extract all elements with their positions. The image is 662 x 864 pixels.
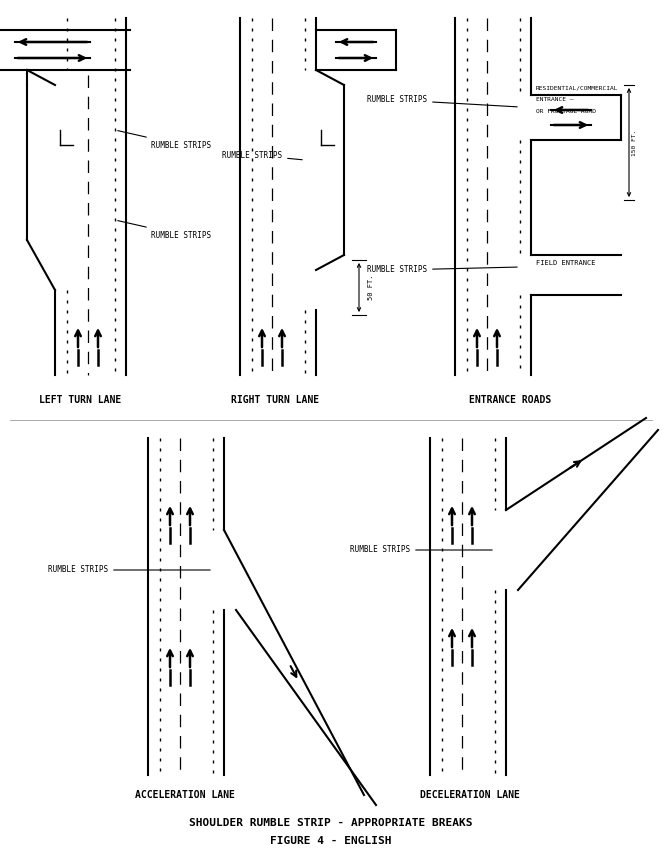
Text: RUMBLE STRIPS: RUMBLE STRIPS [118,220,211,239]
Text: RUMBLE STRIPS: RUMBLE STRIPS [118,130,211,149]
Text: FIELD ENTRANCE: FIELD ENTRANCE [536,260,596,266]
Text: 50 FT.: 50 FT. [368,275,374,301]
Text: ACCELERATION LANE: ACCELERATION LANE [135,790,235,800]
Text: OR FRONTAGE ROAD: OR FRONTAGE ROAD [536,109,596,114]
Text: ENTRANCE —: ENTRANCE — [536,97,573,102]
Text: RUMBLE STRIPS: RUMBLE STRIPS [350,545,493,555]
Text: FIGURE 4 - ENGLISH: FIGURE 4 - ENGLISH [270,836,392,846]
Text: RUMBLE STRIPS: RUMBLE STRIPS [48,566,211,575]
Text: RUMBLE STRIPS: RUMBLE STRIPS [367,96,517,107]
Text: 150 FT.: 150 FT. [632,130,637,156]
Text: RESIDENTIAL/COMMERCIAL: RESIDENTIAL/COMMERCIAL [536,85,618,90]
Text: RUMBLE STRIPS: RUMBLE STRIPS [367,265,517,275]
Text: ENTRANCE ROADS: ENTRANCE ROADS [469,395,551,405]
Text: SHOULDER RUMBLE STRIP - APPROPRIATE BREAKS: SHOULDER RUMBLE STRIP - APPROPRIATE BREA… [189,818,473,828]
Text: LEFT TURN LANE: LEFT TURN LANE [39,395,121,405]
Text: RUMBLE STRIPS: RUMBLE STRIPS [222,150,303,160]
Text: RIGHT TURN LANE: RIGHT TURN LANE [231,395,319,405]
Text: DECELERATION LANE: DECELERATION LANE [420,790,520,800]
